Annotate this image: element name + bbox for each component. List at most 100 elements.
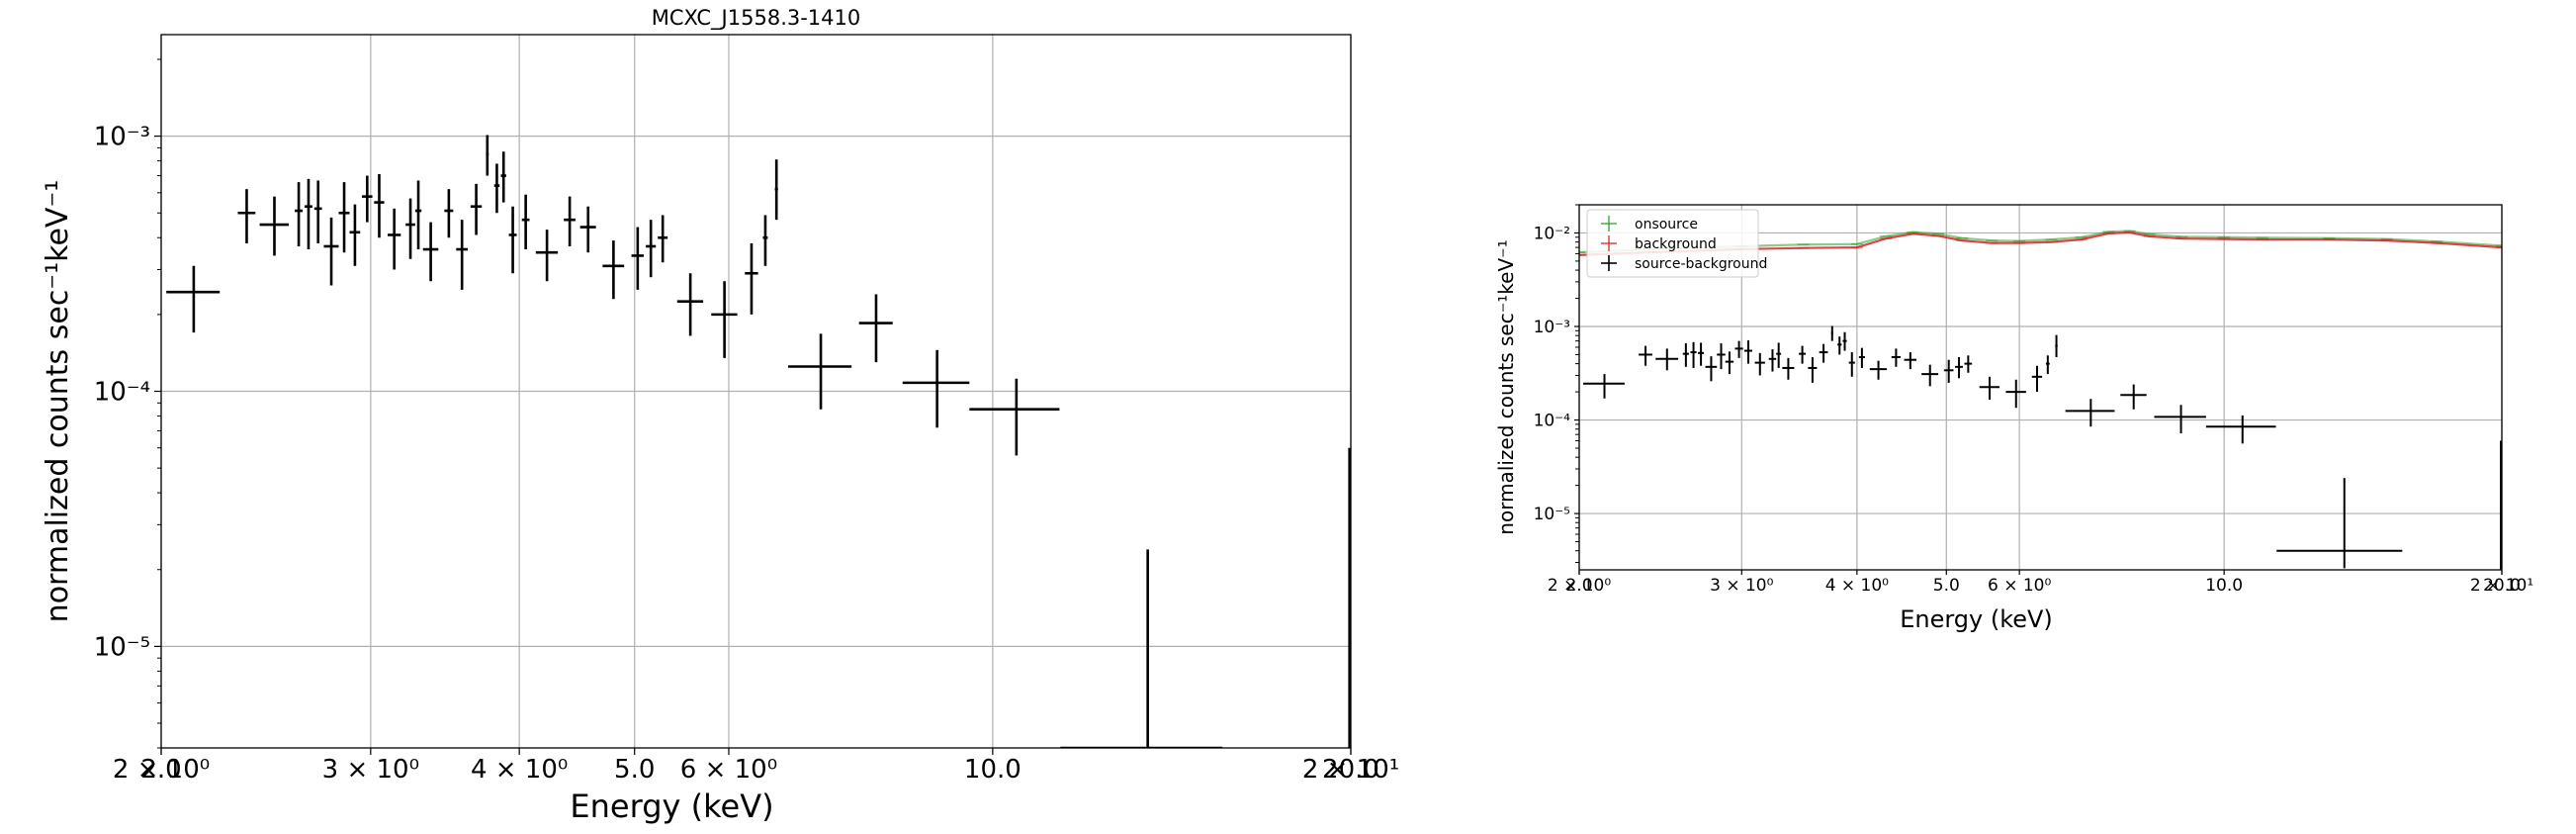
data-point — [444, 189, 454, 238]
data-point — [1655, 348, 1679, 371]
x-tick-label: 5.0 — [1933, 576, 1960, 596]
data-point — [521, 194, 530, 250]
x-tick-label: 3 × 10⁰ — [322, 755, 419, 785]
x-axis-label: Energy (keV) — [570, 788, 773, 825]
data-point — [1955, 357, 1963, 379]
legend-entry-source-background: source-background — [1601, 255, 1767, 272]
data-point — [579, 206, 596, 253]
data-point — [1754, 352, 1765, 376]
data-point — [564, 196, 577, 246]
data-point — [387, 208, 401, 270]
data-point — [1705, 356, 1718, 382]
y-tick-label: 10⁻³ — [1534, 318, 1570, 337]
chart-title: MCXC_J1558.3-1410 — [652, 6, 861, 31]
x-tick-label: 2 × 10⁰ — [113, 755, 210, 785]
x-tick-label: 2 × 10¹ — [1302, 755, 1399, 785]
data-point — [2154, 405, 2206, 434]
x-tick-label: 5.0 — [614, 755, 655, 785]
y-tick-label: 10⁻² — [1534, 224, 1570, 243]
data-point — [305, 178, 312, 250]
x-tick-label: 10.0 — [2205, 576, 2243, 596]
data-point — [1830, 325, 1833, 341]
data-point — [646, 220, 657, 278]
data-point — [1060, 549, 1223, 748]
data-point — [1717, 343, 1726, 370]
data-point — [676, 273, 704, 336]
data-point — [2031, 365, 2043, 393]
data-point — [1734, 340, 1743, 358]
x-tick-label: 3 × 10⁰ — [1710, 576, 1773, 596]
data-point — [2045, 355, 2050, 375]
x-tick-label: 6 × 10⁰ — [680, 755, 777, 785]
data-point — [323, 217, 339, 286]
data-point — [2205, 415, 2276, 444]
data-point — [774, 159, 778, 221]
data-point — [1964, 355, 1973, 373]
x-tick-label: 4 × 10⁰ — [1825, 576, 1889, 596]
data-point — [1682, 343, 1689, 367]
data-point — [259, 196, 289, 256]
plot-frame — [1578, 204, 2503, 571]
x-tick-label: 2 × 10⁰ — [1548, 576, 1611, 596]
data-point — [1782, 357, 1795, 380]
data-point — [1869, 360, 1888, 380]
data-point — [969, 378, 1060, 456]
data-point — [1743, 340, 1752, 364]
data-point — [1583, 374, 1625, 399]
data-point — [1690, 341, 1697, 368]
comparison-spectrum-chart: 2.02 × 10⁰ 3 × 10⁰ 4 × 10⁰ 5.0 6 × 10⁰ 10.0 20… — [1494, 204, 2533, 633]
data-point — [313, 180, 322, 243]
x-tick-label: 4 × 10⁰ — [471, 755, 568, 785]
data-point — [658, 215, 668, 263]
x-tick-label: 6 × 10⁰ — [1988, 576, 2051, 596]
data-point — [1891, 348, 1901, 367]
series-source-background — [1583, 325, 2502, 570]
data-point — [1921, 364, 1939, 387]
data-point — [493, 163, 500, 214]
data-point — [508, 206, 517, 274]
data-point — [858, 294, 893, 363]
data-point — [535, 230, 559, 282]
data-point — [1819, 343, 1828, 363]
x-tick-label: 2.0 — [1565, 576, 1592, 596]
data-point — [1768, 349, 1777, 372]
data-point — [1837, 336, 1842, 355]
y-tick-label: 10⁻⁵ — [94, 632, 150, 662]
data-point — [338, 182, 350, 253]
data-point — [422, 222, 439, 282]
data-point — [456, 220, 468, 290]
data-point — [237, 189, 256, 243]
series-spectrum — [166, 135, 1351, 748]
x-tick-label: 20.0 — [2483, 576, 2521, 596]
data-point — [2055, 334, 2058, 358]
data-point — [2065, 399, 2115, 427]
data-point — [711, 281, 738, 358]
data-point — [1348, 447, 1351, 748]
data-point — [349, 204, 361, 266]
data-point — [1698, 342, 1705, 366]
data-point — [405, 198, 415, 259]
data-point — [1858, 347, 1865, 368]
x-tick-label: 2 × 10¹ — [2470, 576, 2533, 596]
data-point — [1725, 351, 1734, 375]
data-point — [362, 175, 373, 223]
data-point — [1904, 352, 1917, 370]
data-point — [470, 183, 483, 235]
y-axis-label: normalized counts sec⁻¹keV⁻¹ — [1494, 239, 1518, 534]
legend-label: source-background — [1635, 256, 1767, 272]
data-point — [414, 180, 422, 250]
y-tick-label: 10⁻⁴ — [1534, 411, 1571, 430]
x-tick-label: 20.0 — [1322, 755, 1379, 785]
data-point — [902, 349, 970, 428]
legend-entry-background: background — [1601, 235, 1717, 252]
legend-label: onsource — [1635, 217, 1698, 232]
x-tick-label: 2.0 — [140, 755, 181, 785]
y-tick-label: 10⁻³ — [94, 123, 150, 152]
data-point — [745, 242, 758, 315]
data-point — [295, 182, 304, 246]
data-point — [1842, 331, 1847, 351]
data-point — [602, 240, 625, 300]
plot-data — [166, 135, 1351, 748]
data-point — [1808, 357, 1818, 383]
